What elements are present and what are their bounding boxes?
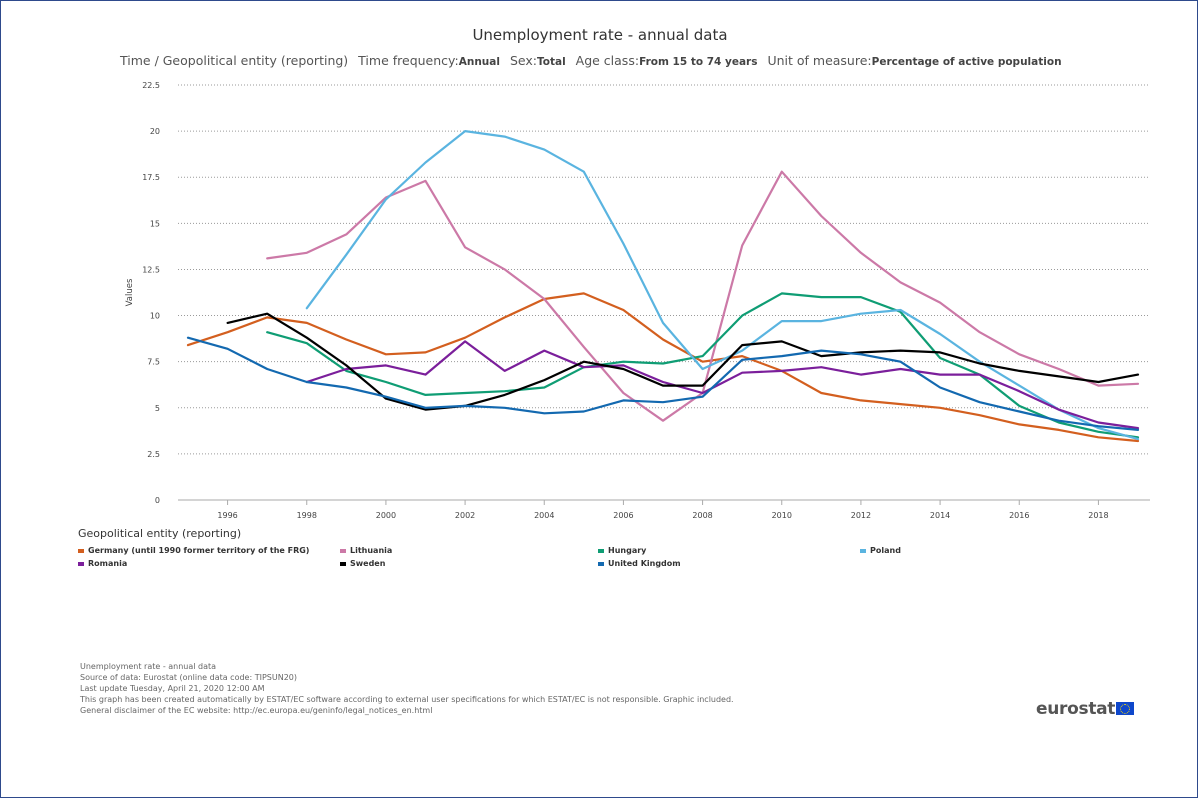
x-tick-label: 1998 [297,511,317,520]
y-tick-label: 7.5 [147,358,160,367]
legend-label: United Kingdom [608,559,681,568]
legend-label: Sweden [350,559,386,568]
subtitle-age-label: Age class: [575,53,640,68]
subtitle-sex-value: Total [536,56,566,68]
legend-swatch [340,561,346,566]
legend-swatch [598,548,604,553]
legend-item[interactable]: Hungary [598,546,646,555]
y-tick-label: 22.5 [142,81,160,90]
series-line-4 [305,130,1140,441]
y-tick-label: 5 [155,404,160,413]
subtitle-sex-label: Sex: [509,53,537,68]
series-line-1 [186,292,1140,443]
subtitle-frequency-value: Annual [458,56,500,68]
legend-item[interactable]: Poland [860,546,901,555]
chart-subtitle: Time / Geopolitical entity (reporting) T… [120,53,1062,68]
subtitle-unit-label: Unit of measure: [767,53,872,68]
footer-source: Source of data: Eurostat (online data co… [80,673,297,682]
x-tick-label: 2004 [534,511,554,520]
x-tick-label: 2008 [692,511,712,520]
x-tick-label: 2016 [1009,511,1029,520]
series-line-7 [186,336,1140,431]
legend-label: Romania [88,559,128,568]
y-tick-label: 17.5 [142,173,160,182]
y-tick-label: 2.5 [147,450,160,459]
x-tick-label: 2018 [1088,511,1108,520]
legend-label: Lithuania [350,546,393,555]
legend-swatch [860,548,866,553]
legend-swatch [340,548,346,553]
legend-item[interactable]: Germany (until 1990 former territory of … [78,546,309,555]
legend-swatch [78,548,84,553]
eurostat-logo-text: eurostat [1036,699,1116,719]
subtitle-frequency-label: Time frequency: [358,53,459,68]
series-line-6 [226,312,1140,411]
series-line-2 [266,170,1140,422]
y-tick-label: 10 [150,312,160,321]
legend-title: Geopolitical entity (reporting) [78,527,242,540]
y-tick-label: 15 [150,219,160,228]
series-line-3 [266,292,1140,439]
x-tick-label: 2002 [455,511,475,520]
legend-item[interactable]: Romania [78,559,127,568]
legend-item[interactable]: Sweden [340,559,385,568]
x-tick-label: 1996 [217,511,237,520]
line-chart: 0 2.5 5 7.5 10 12.5 15 17.5 20 22.5 1996 1998 2000 20… [125,81,1150,520]
y-tick-label: 12.5 [142,265,160,274]
x-tick-label: 2006 [613,511,633,520]
legend-label: Poland [870,546,901,555]
footer-disclaimer: General disclaimer of the EC website: ht… [80,706,433,715]
x-tick-label: 2010 [772,511,792,520]
eu-flag-icon [1116,702,1135,715]
legend-label: Germany (until 1990 former territory of … [88,546,310,555]
subtitle-dimensions: Time / Geopolitical entity (reporting) [120,53,349,68]
eurostat-logo: eurostat [1036,699,1135,719]
subtitle-age-value: From 15 to 74 years [639,56,758,68]
x-tick-label: 2012 [851,511,871,520]
footer-note: This graph has been created automaticall… [80,695,734,704]
series-line-5 [305,340,1140,430]
subtitle-unit-value: Percentage of active population [871,56,1062,68]
legend-item[interactable]: United Kingdom [598,559,681,568]
chart-title: Unemployment rate - annual data [472,26,728,44]
legend-swatch [598,561,604,566]
x-tick-label: 2000 [376,511,396,520]
footer: Unemployment rate - annual data Source o… [80,661,734,716]
legend-swatch [78,561,84,566]
legend-label: Hungary [608,546,647,555]
legend-item[interactable]: Lithuania [340,546,392,555]
y-tick-label: 0 [155,496,160,505]
y-axis-label: Values [125,278,135,306]
y-tick-label: 20 [150,127,160,136]
footer-last-update: Last update Tuesday, April 21, 2020 12:0… [80,684,265,693]
x-tick-label: 2014 [930,511,950,520]
footer-title: Unemployment rate - annual data [80,662,217,671]
